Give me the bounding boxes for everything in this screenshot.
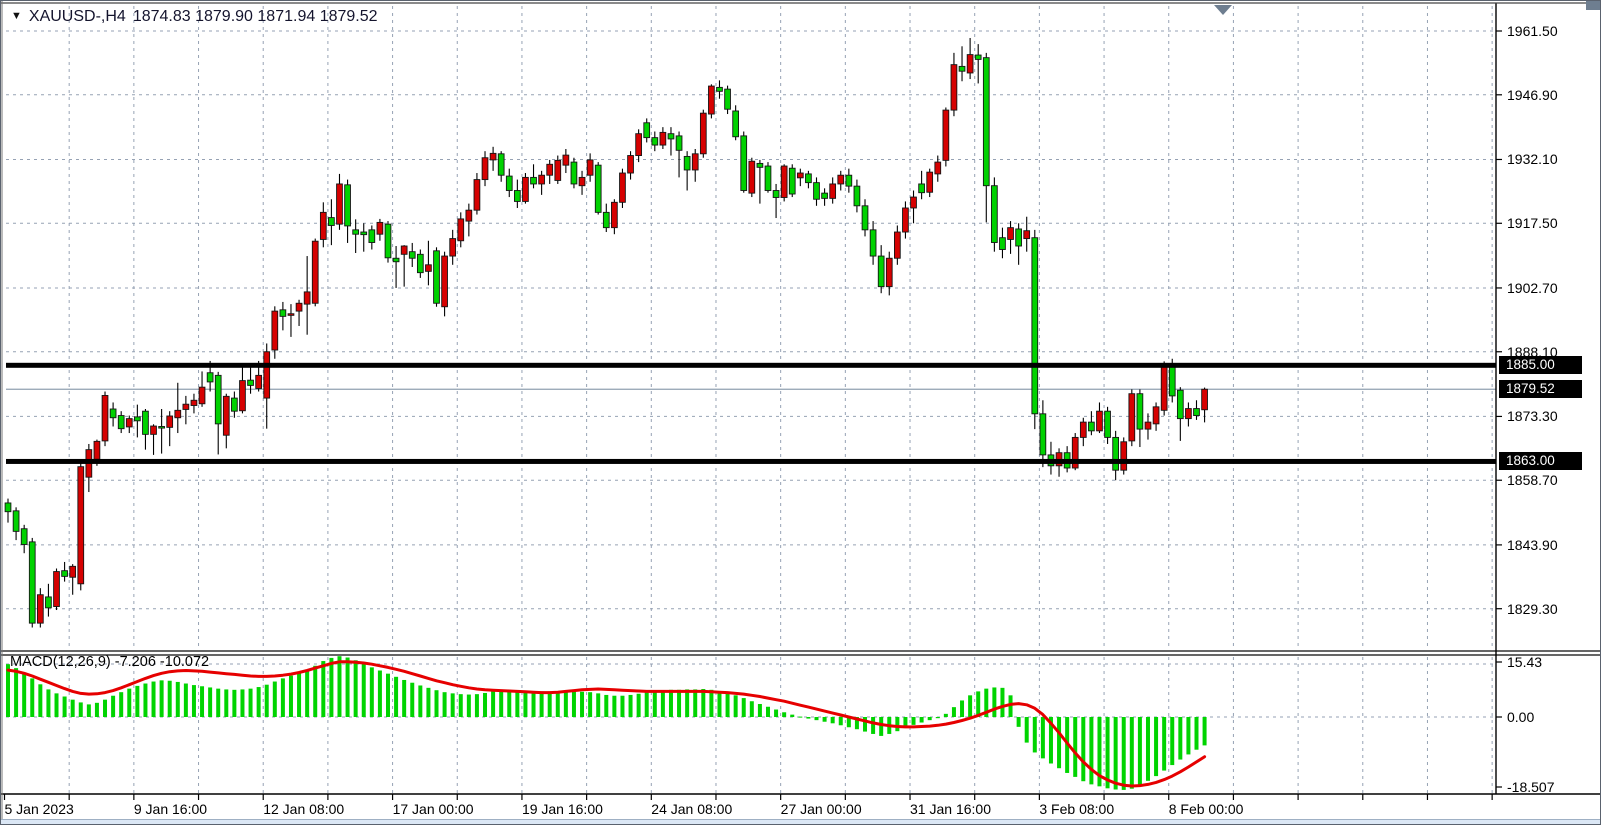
last-bar-shift-marker[interactable] [1214, 5, 1232, 15]
time-axis-label: 31 Jan 16:00 [910, 801, 991, 817]
time-axis-label: 3 Feb 08:00 [1039, 801, 1115, 817]
price-axis-label: 1858.70 [1507, 472, 1558, 489]
price-axis-label: 1829.30 [1507, 600, 1558, 617]
price-level-badge: 1885.00 [1499, 356, 1582, 375]
price-axis-label: 1873.30 [1507, 408, 1558, 425]
hline-1863.00[interactable] [6, 458, 1496, 464]
macd-indicator-label: MACD(12,26,9) -7.206 -10.072 [10, 654, 209, 670]
close-value: 1879.52 [319, 8, 378, 25]
time-axis-label: 9 Jan 16:00 [133, 801, 208, 817]
panel-separator[interactable] [1, 650, 1601, 656]
window-bottom-edge [1, 819, 1600, 824]
price-axis-label: 1946.90 [1507, 86, 1558, 103]
macd-histogram [6, 656, 1207, 790]
time-axis[interactable]: 5 Jan 2023 9 Jan 16:00 12 Jan 08:00 17 Jan … [1, 795, 1497, 819]
low-value: 1871.94 [257, 8, 316, 25]
macd-axis-label: 0.00 [1507, 709, 1535, 725]
macd-signal-line [6, 660, 1207, 788]
current-price-badge: 1879.52 [1499, 380, 1582, 399]
price-axis[interactable]: 1961.50 1946.90 1932.10 1917.50 1902.70 1888.… [1497, 1, 1600, 795]
ohlc-readout: 1874.83 1879.90 1871.94 1879.52 [133, 8, 378, 26]
macd-axis-label: -18.507 [1507, 779, 1555, 795]
price-axis-label: 1843.90 [1507, 536, 1558, 553]
grid-lines [6, 6, 1496, 794]
time-axis-label: 5 Jan 2023 [4, 801, 74, 817]
time-axis-label: 27 Jan 00:00 [780, 801, 862, 817]
macd-signal-value: -10.072 [159, 654, 210, 670]
window-corner-notch [1586, 1, 1600, 10]
chart-title: ▼ XAUUSD-,H4 1874.83 1879.90 1871.94 187… [11, 8, 378, 26]
candles-layer [4, 37, 1208, 628]
high-value: 1879.90 [195, 8, 253, 25]
price-axis-label: 1961.50 [1507, 23, 1558, 39]
symbol-dropdown-icon[interactable]: ▼ [11, 10, 22, 22]
macd-axis-label: 15.43 [1507, 654, 1543, 670]
macd-name: MACD(12,26,9) [10, 654, 111, 670]
symbol-period-label: XAUUSD-,H4 [28, 8, 126, 25]
time-axis-label: 17 Jan 00:00 [392, 801, 474, 817]
time-axis-label: 8 Feb 00:00 [1168, 801, 1244, 817]
time-axis-label: 24 Jan 08:00 [651, 801, 733, 817]
price-axis-label: 1917.50 [1507, 215, 1558, 232]
time-axis-label: 19 Jan 16:00 [521, 801, 603, 817]
price-axis-label: 1902.70 [1507, 279, 1558, 296]
hline-1885.00[interactable] [6, 362, 1496, 368]
macd-main-value: -7.206 [114, 654, 156, 670]
price-axis-label: 1888.10 [1507, 343, 1558, 360]
price-level-badge: 1863.00 [1499, 452, 1582, 471]
open-value: 1874.83 [132, 8, 191, 25]
price-axis-label: 1932.10 [1507, 151, 1558, 168]
time-axis-label: 12 Jan 08:00 [263, 801, 345, 817]
